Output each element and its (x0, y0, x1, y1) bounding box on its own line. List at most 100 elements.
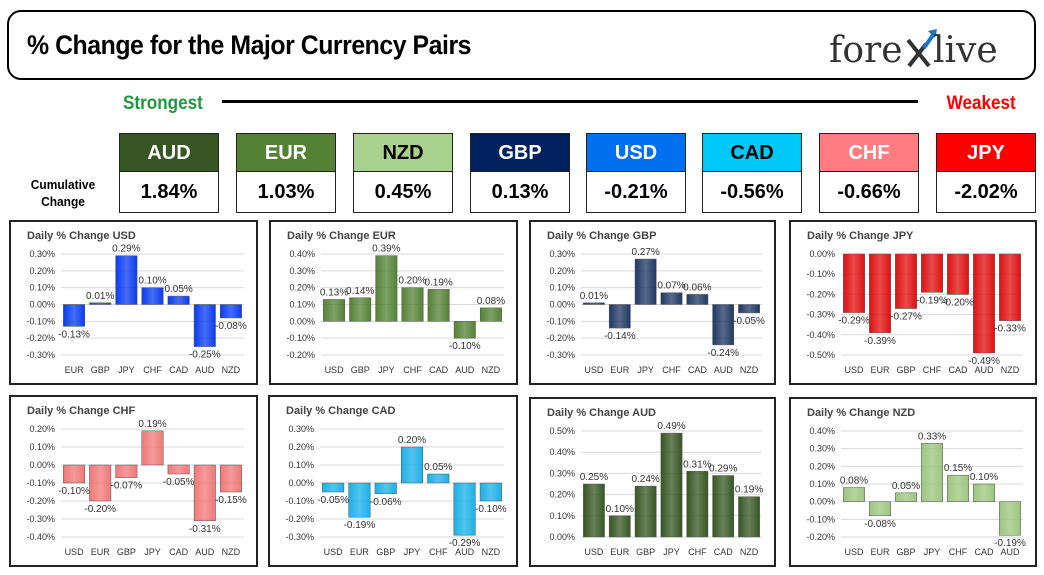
x-tick-label: GBP (636, 547, 655, 557)
x-tick-label: GBP (351, 365, 370, 375)
data-label: -0.19% (916, 295, 948, 306)
currency-cumulative-value: -0.66% (820, 172, 918, 212)
y-tick-label: 0.20% (288, 442, 314, 452)
data-label: 0.19% (138, 419, 166, 430)
bar-chf (401, 287, 424, 322)
bar-jpy (660, 432, 683, 538)
y-tick-label: 0.20% (549, 490, 575, 500)
bar-usd (843, 253, 865, 313)
bar-usd (63, 464, 86, 484)
x-tick-label: NZD (482, 365, 501, 375)
data-label: -0.13% (58, 329, 90, 340)
y-tick-label: 0.20% (29, 424, 55, 434)
bar-eur (63, 304, 86, 327)
chart-title: Daily % Change AUD (547, 407, 657, 419)
y-tick-label: -0.20% (26, 333, 55, 343)
bar-chf (921, 253, 943, 293)
x-tick-label: EUR (870, 547, 890, 557)
chart-chf: -0.40%-0.30%-0.20%-0.10%0.00%0.10%0.20%-… (26, 419, 246, 557)
data-label: 0.06% (683, 282, 711, 293)
y-tick-label: 0.00% (549, 532, 575, 542)
bar-gbp (349, 297, 372, 322)
y-tick-label: 0.30% (288, 424, 314, 434)
bar-chf (660, 292, 683, 305)
currency-box-aud: AUD 1.84% (119, 133, 219, 213)
bar-gbp (895, 253, 917, 309)
bar-eur (869, 253, 891, 334)
y-tick-label: -0.10% (286, 333, 315, 343)
y-tick-label: 0.30% (809, 444, 835, 454)
x-tick-label: JPY (663, 547, 680, 557)
x-tick-label: JPY (118, 365, 135, 375)
data-label: -0.08% (864, 519, 896, 530)
x-tick-label: EUR (870, 365, 890, 375)
chart-panel-usd: -0.30% -0.20% -0.10% 0.00% 0.10% 0.20% 0.30% -0… (9, 220, 258, 385)
x-tick-label: CHF (403, 365, 422, 375)
data-label: 0.15% (944, 463, 972, 474)
chart-title: Daily % Change USD (27, 230, 136, 242)
data-label: -0.05% (733, 316, 765, 327)
x-tick-label: USD (325, 365, 345, 375)
data-label: -0.25% (189, 350, 221, 361)
currency-box-cad: CAD -0.56% (702, 133, 802, 213)
chart-eur: -0.20% -0.10% 0.00% 0.10% 0.20% 0.30% 0.40% 0.1… (286, 244, 505, 375)
y-tick-label: 0.20% (289, 283, 315, 293)
chart-panel-jpy: -0.50% -0.40% -0.30% -0.20% -0.10% 0.00% -0.29… (789, 220, 1037, 385)
y-tick-label: -0.30% (285, 532, 314, 542)
y-tick-label: -0.20% (286, 350, 315, 360)
data-label: 0.39% (372, 244, 400, 255)
y-tick-label: 0.30% (29, 249, 55, 259)
y-tick-label: -0.20% (806, 532, 835, 542)
chart-nzd: -0.20% -0.10% 0.00% 0.10% 0.20% 0.30% 0.40% 0.0… (806, 426, 1025, 557)
chart-panel-aud: 0.00% 0.10% 0.20% 0.30% 0.40% 0.50% 0.25% USD 0.… (529, 397, 776, 567)
bar-cad (973, 483, 995, 502)
bar-gbp (895, 492, 917, 502)
currency-box-nzd: NZD 0.45% (353, 133, 453, 213)
y-tick-label: -0.20% (806, 289, 835, 299)
currency-box-chf: CHF -0.66% (819, 133, 919, 213)
x-tick-label: EUR (610, 365, 630, 375)
bar-aud (999, 501, 1021, 536)
bar-aud (193, 304, 216, 347)
bar-cad (427, 289, 450, 322)
x-tick-label: USD (584, 547, 604, 557)
data-label: -0.29% (838, 316, 870, 327)
x-tick-label: AUD (1000, 547, 1020, 557)
y-tick-label: 0.10% (549, 511, 575, 521)
bar-aud (973, 253, 995, 354)
chart-title: Daily % Change GBP (547, 230, 657, 242)
chart-panel-nzd: -0.20% -0.10% 0.00% 0.10% 0.20% 0.30% 0.40% 0.0… (789, 397, 1037, 567)
y-tick-label: 0.00% (809, 497, 835, 507)
x-tick-label: JPY (378, 365, 395, 375)
bar-chf (141, 287, 164, 305)
data-label: -0.10% (58, 486, 90, 497)
currency-name: EUR (237, 134, 335, 172)
y-tick-label: 0.40% (809, 426, 835, 436)
chart-panel-chf: -0.40% -0.30% -0.20% -0.10% 0.00% 0.10% 0.20% -… (9, 395, 258, 567)
bar-cad (167, 295, 190, 305)
data-label: 0.31% (683, 459, 711, 470)
bar-nzd (999, 253, 1021, 321)
data-label: 0.20% (398, 435, 426, 446)
x-tick-label: CAD (688, 365, 708, 375)
x-tick-label: GBP (376, 547, 395, 557)
bar-eur (869, 501, 891, 517)
data-label: 0.27% (631, 247, 659, 258)
bar-jpy (634, 258, 657, 305)
bar-chf (947, 474, 969, 502)
y-tick-label: -0.30% (26, 514, 55, 524)
x-tick-label: GBP (117, 547, 136, 557)
data-label: -0.07% (111, 481, 143, 492)
x-tick-label: AUD (195, 365, 215, 375)
forexlive-logo: fore live (829, 29, 998, 71)
bar-usd (322, 482, 345, 493)
chart-panel-gbp: -0.30% -0.20% -0.10% 0.00% 0.10% 0.20% 0.30% 0.… (529, 220, 776, 385)
data-label: 0.10% (606, 504, 634, 515)
y-tick-label: 0.00% (288, 478, 314, 488)
data-label: -0.14% (604, 331, 636, 342)
chart-panel-eur: -0.20% -0.10% 0.00% 0.10% 0.20% 0.30% 0.40% 0.1… (269, 220, 518, 385)
data-label: -0.10% (449, 341, 481, 352)
chart-panel-cad: -0.30% -0.20% -0.10% 0.00% 0.10% 0.20% 0.30% -0… (268, 395, 518, 567)
x-tick-label: JPY (924, 547, 941, 557)
x-tick-label: NZD (482, 547, 501, 557)
